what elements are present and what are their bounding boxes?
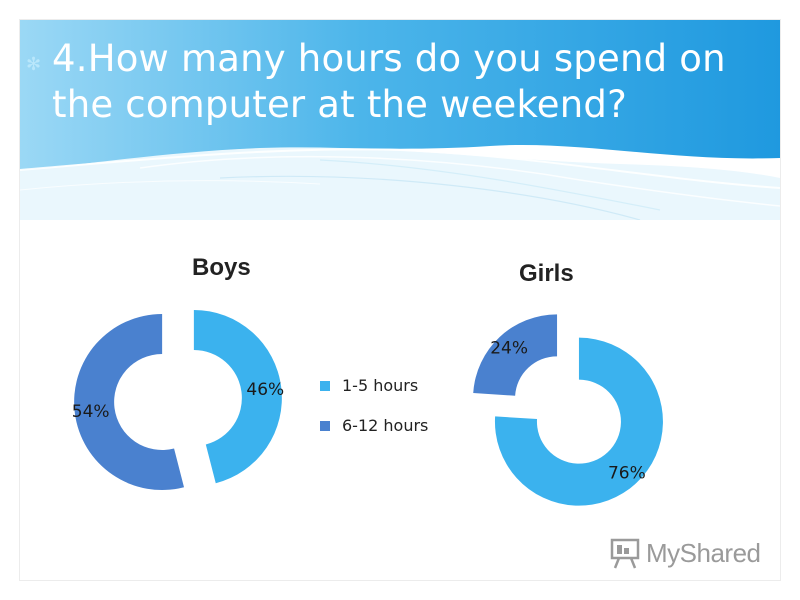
asterisk-bullet-icon: ✻ (26, 54, 42, 75)
girls-label-6-12-hours: 24% (490, 338, 528, 358)
boys-label-1-5-hours: 46% (246, 380, 284, 400)
legend-item-6-12-hours: 6-12 hours (320, 415, 428, 437)
watermark-text: MyShared (646, 538, 761, 568)
boys-label-6-12-hours: 54% (72, 402, 110, 422)
legend-swatch-6-12-hours (320, 421, 330, 431)
boys-slice-6-12-hours (74, 314, 185, 491)
girls-slice-6-12-hours (473, 314, 558, 396)
boys-slice-1-5-hours (193, 309, 282, 484)
legend-item-1-5-hours: 1-5 hours (320, 375, 428, 397)
slide-title-text: 4.How many hours do you spend on the com… (52, 37, 726, 126)
header-banner: ✻ 4.How many hours do you spend on the c… (20, 20, 780, 220)
doughnut-charts: 46% 54% 76% 24% (72, 309, 663, 506)
header-wave-background (20, 20, 780, 220)
legend-swatch-1-5-hours (320, 381, 330, 391)
slide-title: ✻ 4.How many hours do you spend on the c… (26, 36, 752, 128)
girls-label-1-5-hours: 76% (608, 464, 646, 484)
legend-label-6-12-hours: 6-12 hours (342, 416, 429, 435)
girls-slice-1-5-hours (494, 337, 663, 506)
presentation-board-icon (610, 538, 640, 569)
girls-chart-title: Girls (519, 260, 574, 287)
legend-label-1-5-hours: 1-5 hours (342, 376, 419, 395)
boys-chart-title: Boys (192, 254, 251, 281)
legend: 1-5 hours 6-12 hours (320, 375, 428, 455)
slide: ✻ 4.How many hours do you spend on the c… (20, 20, 780, 580)
